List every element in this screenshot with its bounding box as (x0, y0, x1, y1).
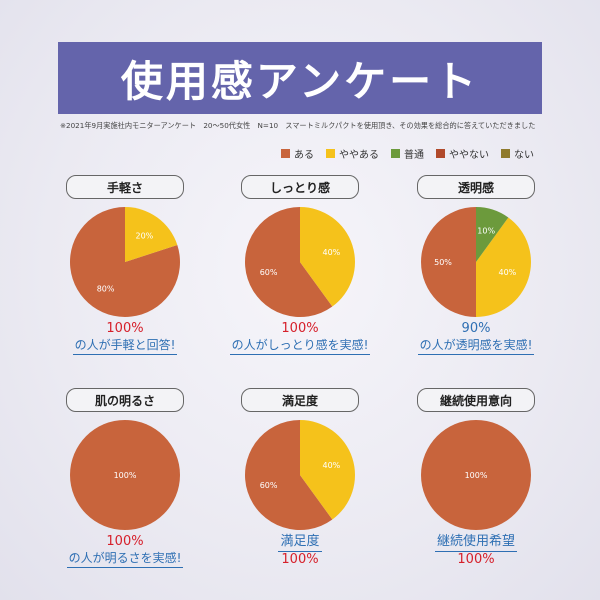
caption-main: 100% (106, 321, 144, 336)
chart-panel-tegarusa: 手軽さ 80% 20% 100% の人が手軽と回答! (45, 175, 205, 355)
chart-title: しっとり感 (241, 175, 359, 199)
chart-title: 満足度 (241, 388, 359, 412)
legend-item: ややない (436, 146, 489, 161)
pie-chart: 100% (421, 420, 531, 530)
pie-slice (244, 207, 333, 317)
legend-item: ある (281, 146, 314, 161)
caption-main: 100% (281, 321, 319, 336)
slice-label: 80% (97, 285, 115, 294)
pie-slice (70, 420, 180, 530)
pie-slice (476, 207, 509, 262)
pie-slice (421, 207, 476, 317)
caption-main: 満足度 (278, 534, 322, 552)
caption-main: 90% (461, 321, 491, 336)
slice-label: 40% (322, 461, 340, 470)
chart-panel-manzokudo: 満足度 60% 40% 満足度 100% (220, 388, 380, 568)
chart-title: 肌の明るさ (66, 388, 184, 412)
legend-swatch (391, 149, 400, 158)
legend-label: ある (294, 150, 314, 161)
legend-swatch (436, 149, 445, 158)
legend-swatch (281, 149, 290, 158)
pie-slice (300, 207, 355, 307)
chart-panel-hada-akarusa: 肌の明るさ 100% 100% の人が明るさを実感! (45, 388, 205, 568)
chart-title: 継続使用意向 (417, 388, 535, 412)
caption-sub: 100% (457, 552, 495, 567)
chart-caption: 100% の人がしっとり感を実感! (220, 321, 380, 355)
legend-label: ややある (339, 150, 379, 161)
slice-label: 60% (260, 481, 278, 490)
slice-label: 100% (465, 471, 488, 480)
pie-chart: 60% 40% (244, 420, 355, 530)
chart-panel-keizoku: 継続使用意向 100% 継続使用希望 100% (396, 388, 556, 568)
legend-swatch (501, 149, 510, 158)
caption-main: 100% (106, 534, 144, 549)
page-title: 使用感アンケート (120, 56, 480, 106)
legend-label: ない (514, 150, 534, 161)
pie-chart: 80% 20% (70, 207, 180, 317)
slice-label: 10% (477, 227, 495, 236)
pie-slice (421, 420, 531, 530)
caption-main: 継続使用希望 (434, 534, 517, 552)
pie-chart: 60% 40% (244, 207, 355, 317)
caption-sub: の人が手軽と回答! (72, 337, 178, 355)
legend-label: 普通 (404, 150, 424, 161)
slice-label: 50% (434, 258, 452, 267)
caption-sub: 100% (281, 552, 319, 567)
chart-title: 透明感 (417, 175, 535, 199)
caption-sub: の人が透明感を実感! (417, 337, 535, 355)
pie-slice (125, 207, 178, 262)
chart-caption: 継続使用希望 100% (396, 534, 556, 568)
title-banner: 使用感アンケート (58, 42, 542, 114)
slice-label: 60% (260, 268, 278, 277)
slice-label: 40% (322, 248, 340, 257)
slice-label: 40% (498, 268, 516, 277)
slice-label: 100% (114, 471, 137, 480)
pie-slice (476, 217, 531, 317)
caption-sub: の人が明るさを実感! (66, 550, 184, 568)
legend-item: 普通 (391, 146, 424, 161)
chart-caption: 100% の人が明るさを実感! (45, 534, 205, 568)
chart-caption: 100% の人が手軽と回答! (45, 321, 205, 355)
legend-label: ややない (449, 150, 489, 161)
pie-slice (244, 420, 333, 530)
legend-item: ない (501, 146, 534, 161)
chart-panel-toumeikan: 透明感 50% 40% 10% 90% の人が透明感を実感! (396, 175, 556, 355)
chart-panel-shittori: しっとり感 60% 40% 100% の人がしっとり感を実感! (220, 175, 380, 355)
chart-caption: 満足度 100% (220, 534, 380, 568)
slice-label: 20% (136, 231, 154, 240)
chart-caption: 90% の人が透明感を実感! (396, 321, 556, 355)
legend: ある ややある 普通 ややない ない (281, 146, 534, 161)
pie-chart: 100% (70, 420, 180, 530)
caption-sub: の人がしっとり感を実感! (229, 337, 371, 355)
legend-item: ややある (326, 146, 379, 161)
legend-swatch (326, 149, 335, 158)
survey-note: ※2021年9月実施社内モニターアンケート 20～50代女性 N=10 スマート… (60, 121, 536, 130)
chart-title: 手軽さ (66, 175, 184, 199)
pie-slice (300, 420, 355, 520)
pie-chart: 50% 40% 10% (421, 207, 531, 317)
